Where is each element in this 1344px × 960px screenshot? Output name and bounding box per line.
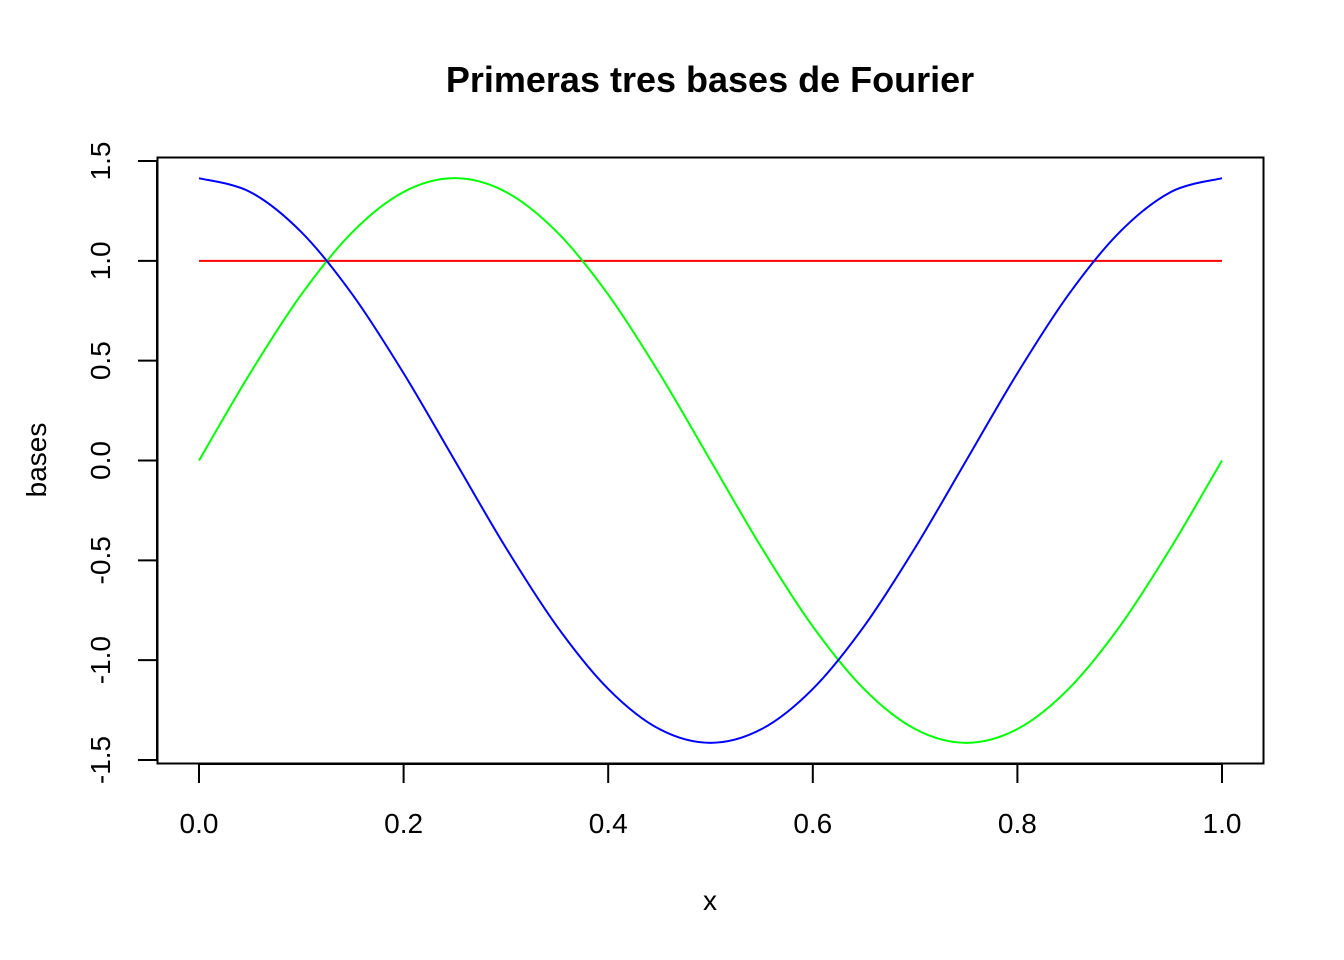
y-tick-label-3: 0.0	[85, 441, 116, 480]
y-tick-label-6: 1.5	[85, 142, 116, 181]
y-axis: -1.5 -1.0 -0.5 0.0 0.5 1.0 1.5	[85, 142, 158, 784]
x-tick-label-5: 1.0	[1203, 808, 1242, 839]
x-tick-label-4: 0.8	[998, 808, 1037, 839]
y-axis-label: bases	[21, 423, 52, 498]
y-tick-label-1: -1.0	[85, 636, 116, 684]
y-tick-label-2: -0.5	[85, 536, 116, 584]
y-tick-label-5: 1.0	[85, 241, 116, 280]
x-tick-label-0: 0.0	[180, 808, 219, 839]
series-line-3	[198, 177, 1223, 744]
series-layer	[198, 177, 1223, 744]
x-tick-label-1: 0.2	[384, 808, 423, 839]
y-tick-label-4: 0.5	[85, 341, 116, 380]
x-tick-label-3: 0.6	[793, 808, 832, 839]
x-axis-label: x	[703, 885, 717, 916]
x-axis: 0.0 0.2 0.4 0.6 0.8 1.0	[180, 763, 1242, 839]
x-tick-label-2: 0.4	[589, 808, 628, 839]
y-tick-label-0: -1.5	[85, 736, 116, 784]
chart-title: Primeras tres bases de Fourier	[446, 59, 974, 100]
series-line-2	[198, 177, 1223, 744]
